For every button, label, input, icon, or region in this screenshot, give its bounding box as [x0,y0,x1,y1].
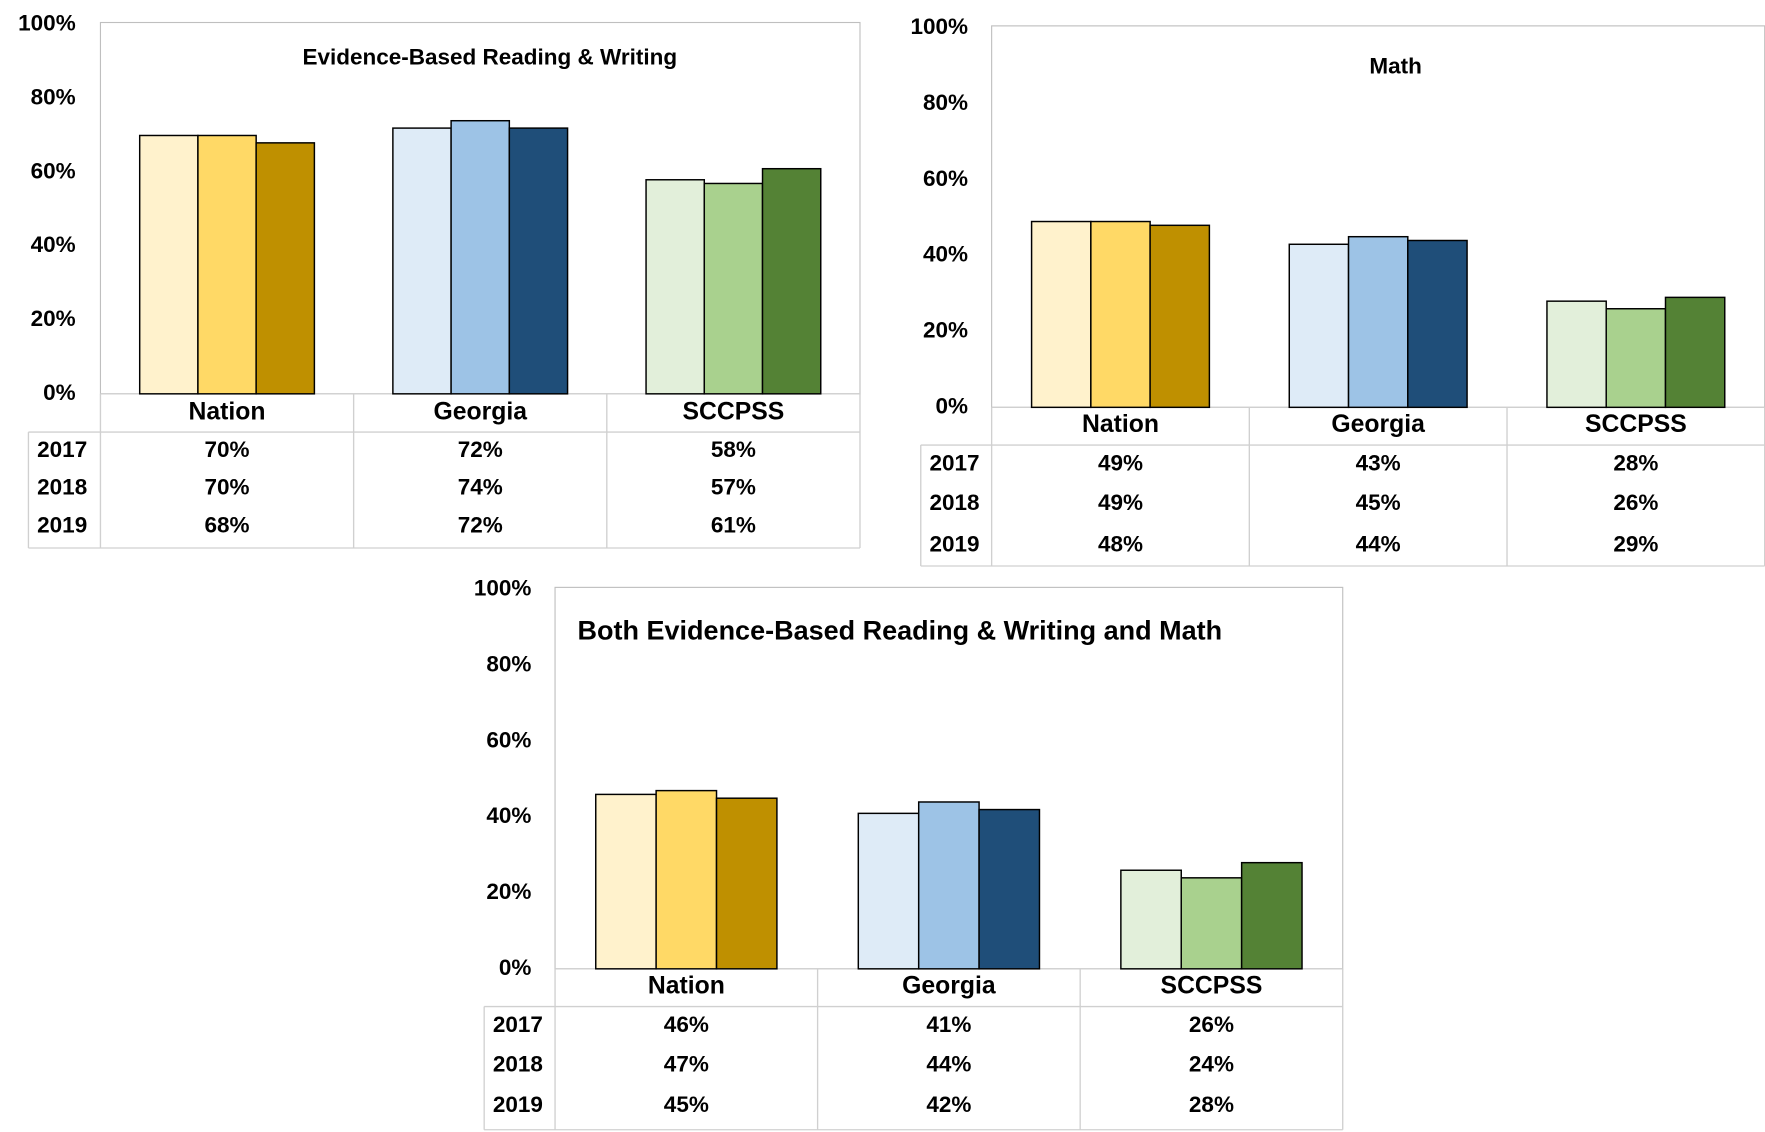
series-label: 2017 [929,451,979,476]
bar [703,182,764,395]
bar [138,134,199,395]
chart-title: Evidence-Based Reading & Writing [302,44,677,69]
y-tick-label: 60% [486,727,531,752]
bar [1288,243,1350,409]
bar [1605,308,1667,409]
data-label: 26% [1613,490,1658,515]
data-label: 45% [1356,490,1401,515]
y-tick-label: 60% [923,166,968,191]
data-label: 68% [205,513,250,538]
data-label: 70% [205,437,250,462]
bar [255,142,316,395]
data-label: 41% [926,1012,971,1037]
bar [1347,235,1409,409]
series-label: 2019 [37,513,87,538]
data-label: 72% [458,437,503,462]
data-label: 49% [1098,451,1143,476]
data-label: 49% [1098,490,1143,515]
y-tick-label: 100% [18,11,76,36]
category-label: Nation [189,398,266,425]
data-label: 61% [711,513,756,538]
data-label: 28% [1613,451,1658,476]
bar [917,801,980,970]
bar [392,127,452,395]
bar [761,167,822,395]
bar [645,179,706,395]
series-label: 2019 [929,532,979,557]
data-label: 70% [205,474,250,499]
category-label: Nation [648,972,725,999]
data-label: 28% [1189,1092,1234,1117]
data-label: 24% [1189,1052,1234,1077]
bar [595,793,657,970]
y-tick-label: 100% [474,576,532,601]
category-label: SCCPSS [1161,972,1263,999]
bar [1407,239,1468,409]
data-label: 43% [1356,451,1401,476]
data-label: 48% [1098,532,1143,557]
bar [857,812,920,970]
bar [1546,300,1607,409]
data-label: 44% [1356,532,1401,557]
series-label: 2017 [37,437,87,462]
category-label: SCCPSS [683,398,785,425]
series-label: 2017 [493,1012,543,1037]
data-label: 47% [664,1052,709,1077]
category-label: Georgia [1331,411,1425,438]
bar [1240,861,1303,970]
series-label: 2018 [929,490,979,515]
category-label: Georgia [902,972,996,999]
data-label: 72% [458,513,503,538]
bar [1664,296,1726,409]
bar [715,797,778,970]
bar [1120,869,1182,970]
series-label: 2019 [493,1092,543,1117]
y-tick-label: 20% [31,306,76,331]
series-label: 2018 [493,1052,543,1077]
y-tick-label: 0% [43,380,76,405]
y-tick-label: 20% [923,317,968,342]
category-label: Georgia [433,398,527,425]
y-tick-label: 40% [486,803,531,828]
bar [450,119,511,395]
data-label: 26% [1189,1012,1234,1037]
bar [1149,224,1211,409]
bar [655,789,718,970]
y-tick-label: 40% [31,232,76,257]
y-tick-label: 80% [923,90,968,115]
y-tick-label: 40% [923,242,968,267]
bar [1180,877,1243,970]
chart-title: Math [1369,53,1422,78]
data-label: 57% [711,474,756,499]
data-label: 45% [664,1092,709,1117]
y-tick-label: 80% [31,85,76,110]
chart-title: Both Evidence-Based Reading & Writing an… [578,616,1223,646]
data-label: 46% [664,1012,709,1037]
category-label: SCCPSS [1585,411,1687,438]
data-label: 29% [1613,532,1658,557]
y-tick-label: 0% [499,955,532,980]
data-label: 74% [458,474,503,499]
y-tick-label: 60% [31,158,76,183]
bar [508,127,569,395]
y-tick-label: 100% [910,14,968,39]
series-label: 2018 [37,474,87,499]
data-label: 42% [926,1092,971,1117]
y-tick-label: 0% [935,393,968,418]
bar [1090,220,1151,409]
data-label: 44% [926,1052,971,1077]
category-label: Nation [1082,411,1159,438]
y-tick-label: 80% [486,651,531,676]
y-tick-label: 20% [486,879,531,904]
bar [978,808,1041,970]
bar [197,134,257,395]
bar [1030,220,1092,409]
data-label: 58% [711,437,756,462]
